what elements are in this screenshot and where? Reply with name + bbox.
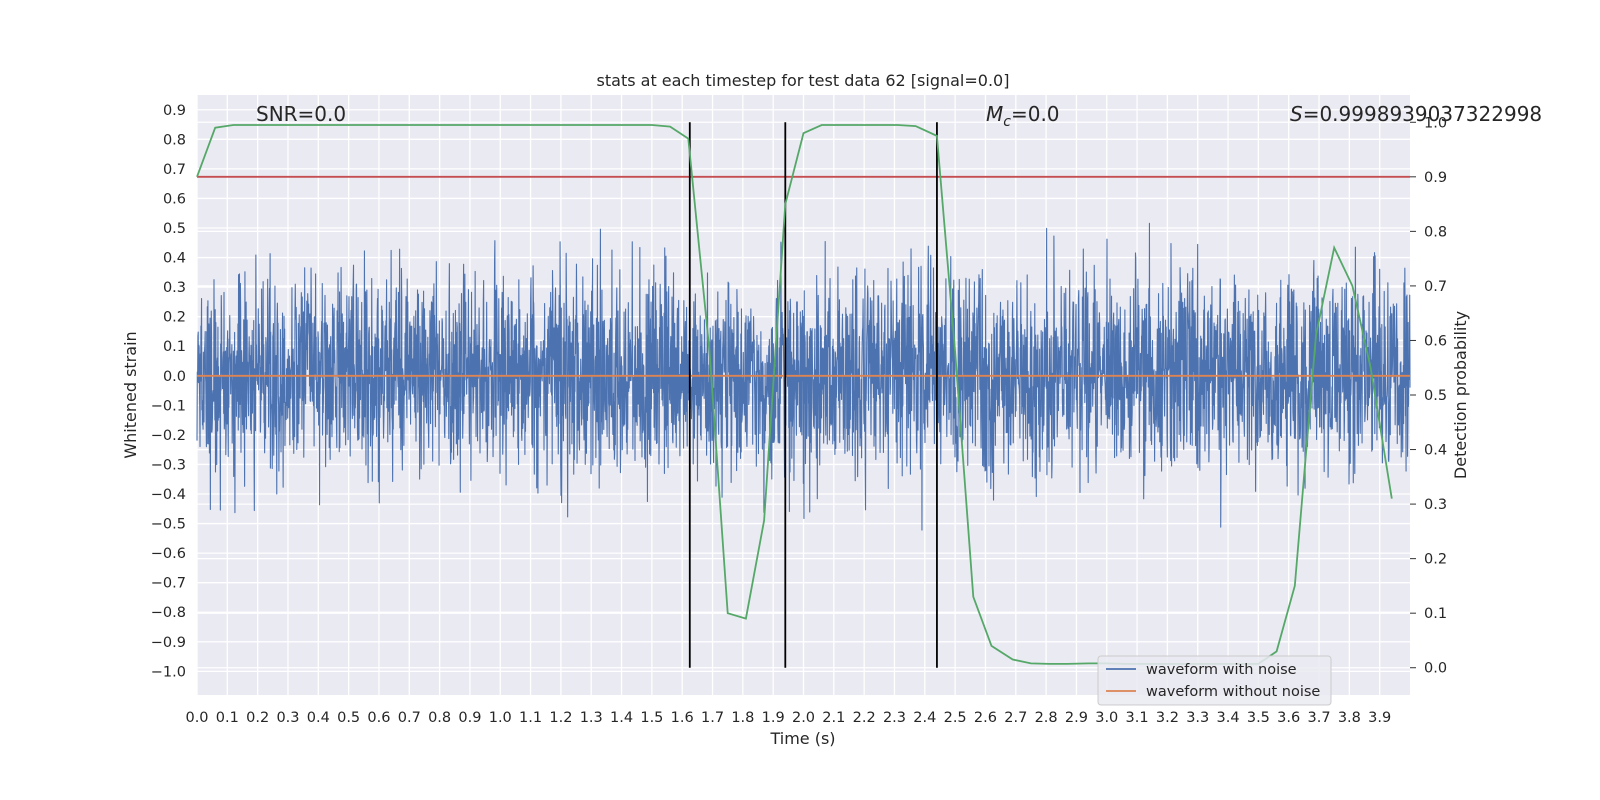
y-tick-label: −0.5 (151, 517, 186, 533)
x-tick-label: 1.5 (640, 710, 663, 726)
y-tick-label: −1.0 (151, 664, 186, 680)
x-tick-label: 0.3 (276, 710, 299, 726)
x-tick-label: 0.8 (428, 710, 451, 726)
right-y-tick-label: 0.1 (1424, 606, 1447, 622)
right-y-tick-label: 0.9 (1424, 170, 1447, 186)
x-tick-label: 3.4 (1217, 710, 1240, 726)
y-tick-label: 0.8 (163, 132, 186, 148)
right-y-tick-label: 0.6 (1424, 333, 1447, 349)
y-tick-label: 0.2 (163, 310, 186, 326)
x-tick-label: 1.0 (489, 710, 512, 726)
y-tick-label: −0.7 (151, 576, 186, 592)
right-y-axis-ticks: 1.0 0.9 0.8 0.7 0.6 0.5 0.4 0.3 0.2 0.1 0.0 (1410, 115, 1447, 677)
right-y-tick-label: 0.4 (1424, 443, 1447, 459)
x-tick-label: 2.0 (792, 710, 815, 726)
chirp-mass-annotation: Mc=0.0 (986, 102, 1060, 130)
y-tick-label: −0.3 (151, 457, 186, 473)
legend: waveform with noise waveform without noi… (1097, 655, 1332, 706)
y-tick-label: 0.3 (163, 280, 186, 296)
y-tick-label: −0.8 (151, 605, 186, 621)
x-tick-label: 3.2 (1156, 710, 1179, 726)
s-statistic-annotation: S=0.9998939037322998 (1290, 102, 1542, 126)
x-tick-label: 1.9 (762, 710, 785, 726)
noisy-waveform-trace (196, 222, 1411, 531)
x-tick-label: 0.2 (246, 710, 269, 726)
right-y-tick-label: 0.3 (1424, 497, 1447, 513)
legend-label-noisy: waveform with noise (1146, 662, 1297, 678)
x-tick-label: 3.3 (1186, 710, 1209, 726)
chart-title: stats at each timestep for test data 62 … (597, 71, 1010, 90)
x-tick-label: 3.5 (1247, 710, 1270, 726)
x-tick-label: 1.3 (580, 710, 603, 726)
right-y-tick-label: 0.5 (1424, 388, 1447, 404)
x-tick-label: 0.0 (185, 710, 208, 726)
x-tick-label: 2.5 (944, 710, 967, 726)
snr-annotation: SNR=0.0 (256, 102, 346, 126)
x-axis-ticks: 0.0 0.1 0.2 0.3 0.4 0.5 0.6 0.7 0.8 0.9 1.0 1.1 1.2 1… (185, 710, 1391, 726)
y-tick-label: −0.1 (151, 398, 186, 414)
x-tick-label: 3.7 (1307, 710, 1330, 726)
x-tick-label: 1.1 (519, 710, 542, 726)
y-tick-label: −0.2 (151, 428, 186, 444)
x-tick-label: 3.1 (1126, 710, 1149, 726)
y-tick-label: 0.5 (163, 221, 186, 237)
legend-box (1097, 655, 1332, 706)
x-tick-label: 2.9 (1065, 710, 1088, 726)
x-tick-label: 2.1 (822, 710, 845, 726)
y-axis-label: Whitened strain (121, 331, 140, 458)
x-tick-label: 2.7 (1004, 710, 1027, 726)
x-tick-label: 2.2 (853, 710, 876, 726)
x-tick-label: 0.4 (307, 710, 330, 726)
x-tick-label: 0.1 (216, 710, 239, 726)
noisy-waveform-series (196, 222, 1411, 531)
right-y-tick-label: 1.0 (1424, 115, 1447, 131)
right-y-axis-label: Detection probability (1451, 311, 1470, 479)
y-axis-ticks: 0.9 0.8 0.7 0.6 0.5 0.4 0.3 0.2 0.1 0.0 −0.1 −0.2 −0… (151, 103, 186, 681)
y-tick-label: 0.6 (163, 191, 186, 207)
x-tick-label: 0.5 (337, 710, 360, 726)
x-tick-label: 1.4 (610, 710, 633, 726)
x-tick-label: 1.8 (731, 710, 754, 726)
x-tick-label: 2.6 (974, 710, 997, 726)
right-y-tick-label: 0.7 (1424, 279, 1447, 295)
y-tick-label: 0.0 (163, 369, 186, 385)
x-tick-label: 3.0 (1095, 710, 1118, 726)
right-y-tick-label: 0.2 (1424, 552, 1447, 568)
x-tick-label: 2.3 (883, 710, 906, 726)
y-tick-label: 0.7 (163, 162, 186, 178)
y-tick-label: 0.4 (163, 251, 186, 267)
y-tick-label: 0.1 (163, 339, 186, 355)
x-axis-label: Time (s) (769, 729, 835, 748)
x-tick-label: 3.9 (1368, 710, 1391, 726)
x-tick-label: 2.4 (913, 710, 936, 726)
right-y-tick-label: 0.8 (1424, 224, 1447, 240)
y-tick-label: −0.4 (151, 487, 186, 503)
x-tick-label: 3.8 (1338, 710, 1361, 726)
right-y-tick-label: 0.0 (1424, 661, 1447, 677)
x-tick-label: 3.6 (1277, 710, 1300, 726)
x-tick-label: 0.6 (367, 710, 390, 726)
x-tick-label: 1.2 (549, 710, 572, 726)
x-tick-label: 0.7 (398, 710, 421, 726)
y-tick-label: −0.9 (151, 635, 186, 651)
y-tick-label: 0.9 (163, 103, 186, 119)
x-tick-label: 1.7 (701, 710, 724, 726)
x-tick-label: 0.9 (458, 710, 481, 726)
y-tick-label: −0.6 (151, 546, 186, 562)
legend-label-clean: waveform without noise (1146, 684, 1320, 700)
x-tick-label: 2.8 (1035, 710, 1058, 726)
x-tick-label: 1.6 (671, 710, 694, 726)
